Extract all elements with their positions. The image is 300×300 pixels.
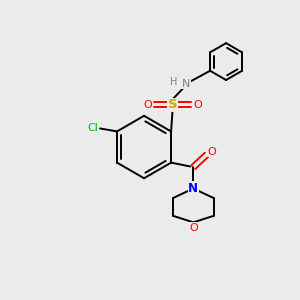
Text: N: N bbox=[188, 182, 198, 195]
Text: O: O bbox=[143, 100, 152, 110]
Text: Cl: Cl bbox=[88, 124, 99, 134]
Text: S: S bbox=[168, 98, 177, 111]
Text: O: O bbox=[208, 147, 217, 157]
Text: H: H bbox=[170, 77, 177, 87]
Text: O: O bbox=[193, 100, 202, 110]
Text: N: N bbox=[182, 79, 190, 89]
Text: O: O bbox=[189, 223, 198, 233]
